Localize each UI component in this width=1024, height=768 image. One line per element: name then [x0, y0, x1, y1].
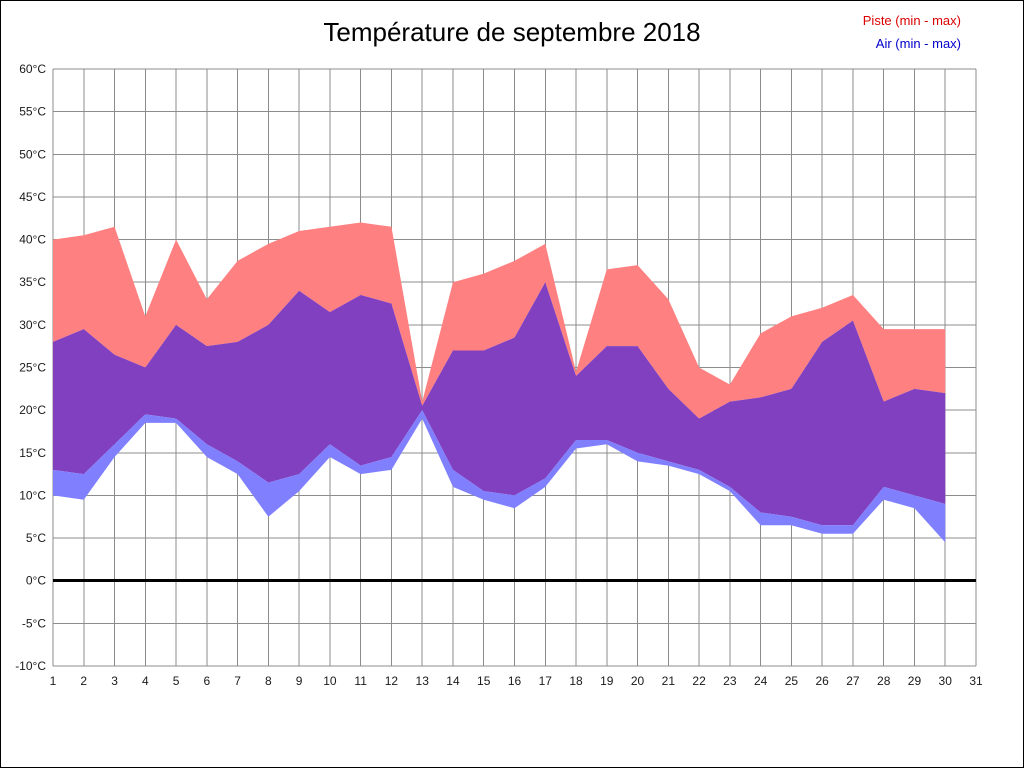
- x-axis-label: 8: [265, 674, 272, 688]
- y-axis-label: 50°C: [19, 147, 46, 161]
- y-axis-label: 15°C: [19, 446, 46, 460]
- x-axis-label: 15: [477, 674, 491, 688]
- x-axis-label: 5: [173, 674, 180, 688]
- y-axis-label: 40°C: [19, 233, 46, 247]
- x-axis-label: 14: [446, 674, 460, 688]
- x-axis-label: 23: [723, 674, 737, 688]
- x-axis-label: 10: [323, 674, 337, 688]
- x-axis-label: 19: [600, 674, 614, 688]
- x-axis-label: 25: [785, 674, 799, 688]
- y-axis-label: 45°C: [19, 190, 46, 204]
- legend-item-air: Air (min - max): [875, 36, 961, 52]
- y-axis-label: 60°C: [19, 62, 46, 76]
- x-axis-label: 11: [354, 674, 367, 688]
- x-axis-label: 9: [296, 674, 303, 688]
- y-axis-label: -5°C: [22, 616, 46, 630]
- x-axis-label: 18: [569, 674, 583, 688]
- x-axis-label: 13: [416, 674, 430, 688]
- x-axis-label: 2: [80, 674, 87, 688]
- x-axis-label: 28: [877, 674, 891, 688]
- x-axis-label: 6: [203, 674, 210, 688]
- y-axis-label: 5°C: [26, 531, 46, 545]
- band-air-only: [53, 410, 946, 543]
- x-axis-label: 21: [662, 674, 676, 688]
- y-axis-label: 20°C: [19, 403, 46, 417]
- y-axis-label: 35°C: [19, 275, 46, 289]
- x-axis-label: 20: [631, 674, 645, 688]
- x-axis-label: 31: [969, 674, 983, 688]
- x-axis-label: 1: [50, 674, 57, 688]
- y-axis-label: 30°C: [19, 318, 46, 332]
- y-axis-label: 55°C: [19, 105, 46, 119]
- y-axis-label: 10°C: [19, 488, 46, 502]
- x-axis-label: 17: [539, 674, 553, 688]
- y-axis-label: -10°C: [15, 659, 46, 673]
- x-axis-label: 12: [385, 674, 399, 688]
- chart-legend: Piste (min - max) Air (min - max): [863, 9, 961, 56]
- legend-item-piste: Piste (min - max): [862, 13, 961, 28]
- x-axis-label: 3: [111, 674, 118, 688]
- y-axis-label: 0°C: [26, 574, 46, 588]
- x-axis-label: 16: [508, 674, 522, 688]
- x-axis-label: 29: [908, 674, 922, 688]
- x-axis-label: 22: [692, 674, 706, 688]
- x-axis-label: 7: [234, 674, 241, 688]
- x-axis-label: 30: [939, 674, 953, 688]
- chart-title: Température de septembre 2018: [323, 17, 701, 47]
- x-axis-label: 27: [846, 674, 860, 688]
- x-axis-label: 24: [754, 674, 768, 688]
- x-axis-label: 26: [815, 674, 829, 688]
- band-overlap: [53, 282, 946, 526]
- x-axis-label: 4: [142, 674, 149, 688]
- band-piste-only: [53, 222, 946, 419]
- y-axis-label: 25°C: [19, 361, 46, 375]
